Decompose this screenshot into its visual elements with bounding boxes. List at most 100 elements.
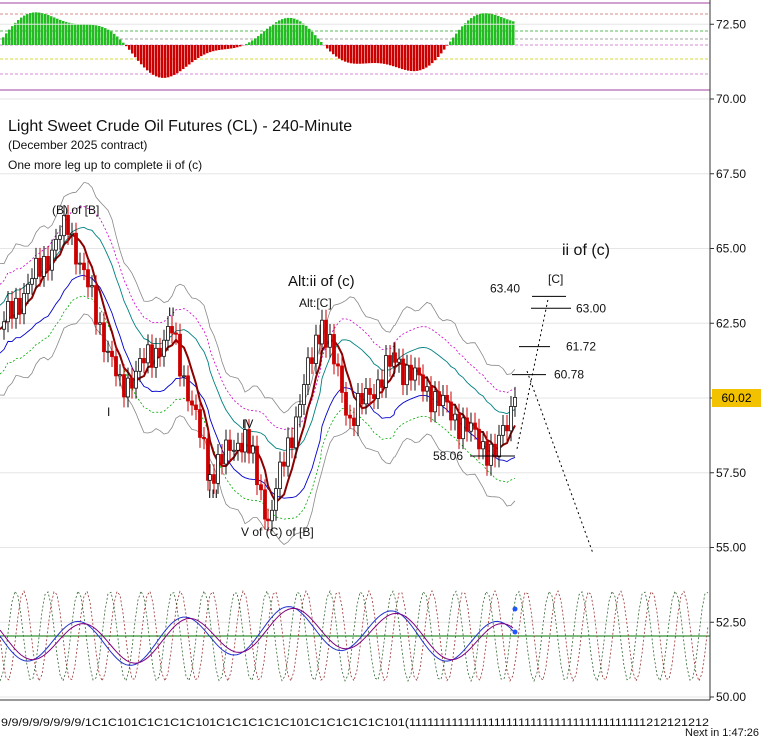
histogram-bar [191, 45, 194, 63]
candle-body [182, 375, 186, 378]
histogram-bar [167, 45, 170, 78]
lower-green-band [0, 295, 516, 520]
histogram-bar [254, 38, 257, 45]
histogram-bar [5, 33, 8, 45]
candle-body [10, 301, 14, 319]
candle-body [186, 375, 190, 402]
histogram-bar [218, 45, 221, 50]
histogram-bar [434, 45, 437, 61]
histogram-bar [314, 35, 317, 45]
candle-body [46, 256, 50, 271]
candle-body [356, 393, 360, 427]
candle-body [126, 377, 130, 398]
histogram-bar [77, 24, 80, 45]
histogram-bar [155, 45, 158, 77]
candle-body [497, 434, 501, 458]
candle-body [202, 437, 206, 440]
candle-body [70, 232, 74, 235]
histogram-bar [8, 29, 11, 45]
histogram-bar [347, 45, 350, 63]
candle-body [240, 442, 244, 453]
histogram-bar [11, 26, 14, 45]
candle-body [380, 379, 384, 388]
histogram-bar [410, 45, 413, 72]
candle-body [372, 394, 376, 399]
histogram-bar [86, 24, 89, 45]
candle-body [146, 344, 150, 364]
histogram-bar [230, 45, 233, 49]
histogram-bar [41, 13, 44, 45]
histogram-bar [32, 12, 35, 45]
histogram-bar [23, 15, 26, 45]
histogram-bar [326, 45, 329, 49]
candle-body [368, 388, 372, 395]
wave-label: (B) of [B] [52, 203, 99, 217]
wave-label: ii of (c) [562, 242, 610, 259]
candle-body [220, 454, 224, 465]
candle-body [58, 235, 62, 240]
histogram-bar [2, 37, 5, 45]
histogram-bar [290, 17, 293, 45]
histogram-bar [506, 19, 509, 45]
candle-body [54, 238, 58, 251]
histogram-bar [479, 13, 482, 46]
histogram-bar [401, 45, 404, 70]
histogram-bar [371, 45, 374, 64]
histogram-bar [221, 45, 224, 50]
candle-body [360, 393, 364, 405]
histogram-bar [491, 14, 494, 45]
histogram-bar [65, 21, 68, 45]
candle-body [473, 422, 477, 430]
histogram-bar [470, 18, 473, 45]
candle-body [461, 417, 465, 440]
histogram-bar [110, 31, 113, 45]
histogram-bar [173, 45, 176, 75]
histogram-bar [92, 24, 95, 45]
histogram-bar [467, 20, 470, 45]
candle-body [216, 454, 220, 484]
histogram-bar [74, 23, 77, 45]
candle-body [465, 417, 469, 432]
histogram-bar [233, 45, 236, 48]
candle-body [501, 425, 505, 436]
histogram-bar [29, 13, 32, 45]
histogram-bar [188, 45, 191, 65]
histogram-bar [365, 45, 368, 64]
histogram-bar [71, 23, 74, 45]
histogram-bar [119, 39, 122, 45]
histogram-bar [419, 45, 422, 71]
wave-label: V of (C) of [B] [241, 525, 314, 539]
histogram-bar [440, 45, 443, 54]
histogram-bar [392, 45, 395, 67]
candle-body [134, 370, 138, 389]
candle-body [417, 367, 421, 376]
candle-body [401, 358, 405, 386]
candle-body [142, 358, 146, 364]
x-tick-labels: 9/9/9/9/9/9/9/9/1C1C101C1C1C1C101C1C1C1C… [1, 717, 709, 729]
histogram-bar [395, 45, 398, 68]
candle-body [441, 395, 445, 407]
candle-body [405, 364, 409, 386]
histogram-bar [122, 42, 125, 45]
candle-body [90, 285, 94, 288]
histogram-bar [101, 26, 104, 45]
candle-body [26, 283, 30, 294]
histogram-bar [380, 45, 383, 64]
histogram-bar [158, 45, 161, 78]
candle-body [98, 322, 102, 325]
histogram-bar [476, 14, 479, 45]
candle-body [259, 484, 263, 491]
histogram-bar [278, 20, 281, 45]
histogram-bar [152, 45, 155, 75]
candle-body [243, 429, 247, 453]
level-label: 58.06 [433, 449, 463, 463]
candle-body [170, 326, 174, 334]
candle-body [298, 404, 302, 418]
candle-body [286, 437, 290, 467]
candle-body [102, 322, 106, 353]
histogram-bar [161, 45, 164, 78]
candle-body [469, 422, 473, 432]
candle-body [174, 332, 178, 335]
candle-body [449, 401, 453, 421]
